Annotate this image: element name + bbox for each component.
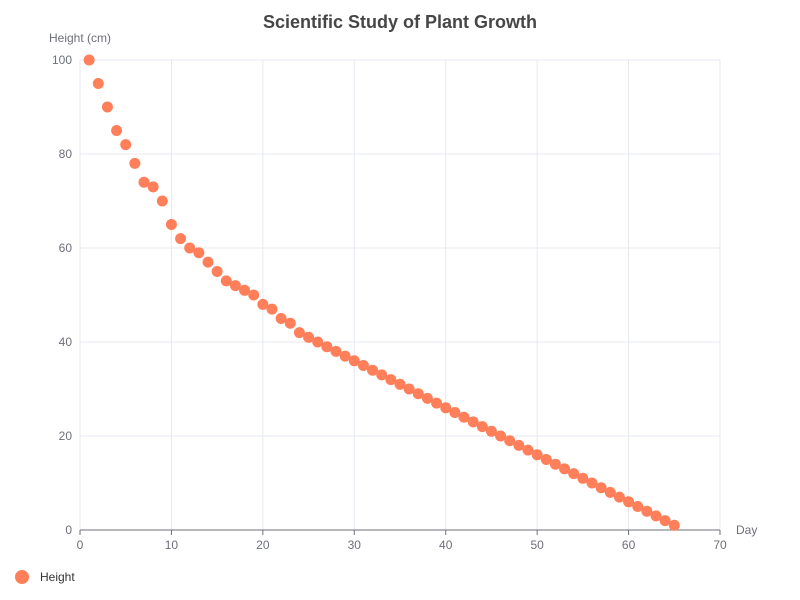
grid-layer	[79, 59, 721, 531]
legend: Height	[15, 570, 75, 584]
data-point[interactable]	[239, 284, 251, 296]
x-tick-label: 50	[530, 538, 544, 552]
data-point[interactable]	[659, 515, 671, 527]
data-point[interactable]	[284, 317, 296, 329]
data-point[interactable]	[120, 139, 132, 151]
data-point[interactable]	[330, 345, 342, 357]
y-tick-label: 0	[65, 523, 72, 537]
data-point[interactable]	[229, 280, 241, 292]
legend-marker[interactable]	[15, 570, 29, 584]
data-point[interactable]	[147, 181, 159, 193]
data-point[interactable]	[421, 392, 433, 404]
data-point[interactable]	[293, 327, 305, 339]
data-point[interactable]	[129, 157, 141, 169]
data-point[interactable]	[531, 449, 543, 461]
y-axis-label: Height (cm)	[49, 31, 111, 45]
data-point[interactable]	[495, 430, 507, 442]
data-point[interactable]	[568, 468, 580, 480]
data-point[interactable]	[394, 378, 406, 390]
data-point[interactable]	[111, 125, 123, 136]
x-tick-label: 60	[622, 538, 636, 552]
data-point[interactable]	[458, 411, 470, 423]
data-point[interactable]	[549, 458, 561, 470]
data-point[interactable]	[586, 477, 598, 489]
data-point[interactable]	[376, 369, 388, 381]
y-tick-label: 40	[59, 335, 73, 349]
data-point[interactable]	[248, 289, 260, 301]
data-point[interactable]	[348, 355, 360, 367]
x-tick-label: 0	[77, 538, 84, 552]
data-point[interactable]	[577, 472, 589, 484]
x-tick-label: 40	[439, 538, 453, 552]
data-point[interactable]	[357, 360, 369, 371]
data-point[interactable]	[412, 388, 424, 400]
data-point[interactable]	[449, 407, 461, 418]
data-point[interactable]	[275, 313, 287, 324]
data-point[interactable]	[92, 78, 104, 89]
data-point[interactable]	[623, 496, 635, 508]
data-point[interactable]	[303, 331, 315, 343]
data-point[interactable]	[540, 454, 552, 465]
data-point[interactable]	[485, 425, 497, 437]
data-point[interactable]	[257, 298, 269, 310]
data-point[interactable]	[220, 275, 232, 287]
data-point[interactable]	[83, 54, 95, 66]
data-point[interactable]	[165, 219, 177, 230]
x-tick-label: 10	[165, 538, 179, 552]
data-point[interactable]	[138, 176, 150, 188]
data-point[interactable]	[175, 233, 187, 245]
data-point[interactable]	[403, 383, 415, 395]
data-point[interactable]	[339, 350, 351, 362]
data-point[interactable]	[513, 439, 525, 451]
data-point[interactable]	[632, 501, 644, 512]
data-point[interactable]	[101, 101, 113, 113]
data-point[interactable]	[476, 421, 488, 433]
data-point[interactable]	[211, 266, 223, 277]
x-tick-label: 20	[256, 538, 270, 552]
data-point[interactable]	[312, 336, 324, 348]
y-tick-label: 80	[59, 147, 73, 161]
y-tick-label: 60	[59, 241, 73, 255]
data-point[interactable]	[193, 247, 205, 259]
x-tick-label: 30	[348, 538, 362, 552]
data-point[interactable]	[184, 242, 196, 254]
data-point[interactable]	[156, 195, 168, 207]
data-point[interactable]	[504, 435, 516, 447]
data-point[interactable]	[440, 402, 452, 414]
data-point[interactable]	[431, 397, 443, 409]
data-point[interactable]	[266, 303, 278, 315]
data-point[interactable]	[650, 510, 662, 522]
data-point[interactable]	[641, 505, 653, 517]
chart-title: Scientific Study of Plant Growth	[263, 12, 537, 32]
y-tick-label: 100	[52, 53, 72, 67]
data-point[interactable]	[202, 256, 214, 268]
data-point[interactable]	[668, 519, 680, 531]
data-point[interactable]	[595, 482, 607, 494]
data-point[interactable]	[321, 341, 333, 353]
x-tick-label: 70	[713, 538, 727, 552]
data-point[interactable]	[385, 374, 397, 386]
data-point[interactable]	[604, 486, 616, 498]
data-point[interactable]	[367, 364, 379, 376]
y-tick-label: 20	[59, 429, 73, 443]
axis-layer: 0 10 20 30 40 50 60 70 0 20 40 60 80 100	[52, 53, 727, 552]
x-axis-label: Day	[736, 523, 757, 537]
points-layer	[83, 54, 680, 531]
data-point[interactable]	[559, 463, 571, 475]
data-point[interactable]	[522, 444, 534, 456]
data-point[interactable]	[613, 491, 625, 503]
legend-label[interactable]: Height	[40, 570, 75, 584]
data-point[interactable]	[467, 416, 479, 428]
